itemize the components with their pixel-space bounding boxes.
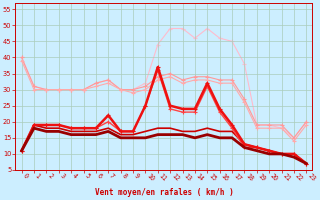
X-axis label: Vent moyen/en rafales ( km/h ): Vent moyen/en rafales ( km/h ) — [95, 188, 233, 197]
